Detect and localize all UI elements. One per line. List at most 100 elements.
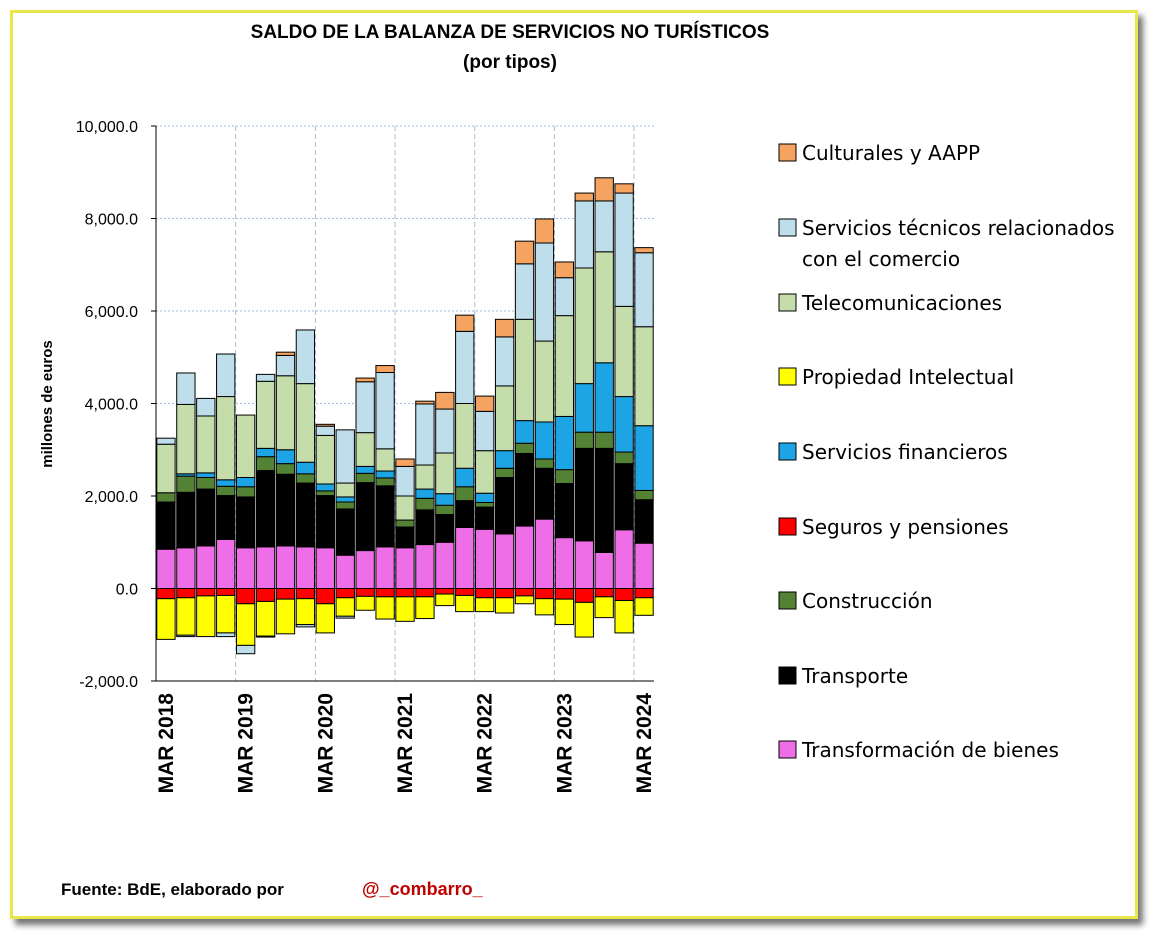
bar-segment xyxy=(335,496,355,503)
bar-segment xyxy=(216,396,236,481)
y-tick-label: 6,000.0 xyxy=(85,304,138,321)
bar-segment xyxy=(594,362,614,433)
bar-segment xyxy=(614,192,634,307)
bar-segment xyxy=(554,537,575,589)
bar-segment xyxy=(275,375,296,451)
legend-label: con el comercio xyxy=(802,247,960,271)
bar-segment xyxy=(534,340,555,423)
y-tick-label: 10,000.0 xyxy=(76,119,138,136)
bar-segment xyxy=(415,488,435,499)
bar-segment xyxy=(634,489,654,501)
bar-segment xyxy=(335,615,355,619)
y-tick-label: 2,000.0 xyxy=(85,489,138,506)
bar-segment xyxy=(176,372,196,405)
legend-swatch xyxy=(778,517,797,536)
bar-segment xyxy=(275,351,296,356)
bar-segment xyxy=(335,554,355,590)
bar-segment xyxy=(255,470,276,548)
bar-segment xyxy=(315,603,335,634)
bar-segment xyxy=(196,595,216,638)
bar-segment xyxy=(554,261,575,279)
bar-segment xyxy=(196,397,216,417)
bar-segment xyxy=(216,632,236,638)
bar-segment xyxy=(295,383,316,463)
x-tick-label: MAR 2018 xyxy=(155,693,178,794)
bar-segment xyxy=(295,598,316,626)
bar-segment xyxy=(574,267,594,385)
bar-segment xyxy=(574,540,594,589)
bar-segment xyxy=(315,423,335,427)
bar-segment xyxy=(614,463,634,531)
bar-segment xyxy=(634,326,654,427)
bar-segment xyxy=(514,420,535,444)
bar-segment xyxy=(415,544,435,589)
y-tick-label: 4,000.0 xyxy=(85,397,138,414)
bar-segment xyxy=(475,395,495,412)
bar-segment xyxy=(375,372,395,450)
bar-segment xyxy=(295,329,316,385)
bar-segment xyxy=(494,588,515,599)
bar-segment xyxy=(176,634,196,638)
bar-segment xyxy=(435,452,455,495)
bar-segment xyxy=(196,472,216,478)
bar-segment xyxy=(534,598,555,616)
bar-segment xyxy=(534,218,555,244)
bar-segment xyxy=(255,456,276,472)
bar-segment xyxy=(415,509,435,546)
bar-segment xyxy=(375,546,395,589)
bar-segment xyxy=(255,447,276,458)
legend-swatch xyxy=(778,367,797,386)
bar-segment xyxy=(255,546,276,589)
bar-segment xyxy=(455,330,475,405)
x-tick-label: MAR 2024 xyxy=(633,693,656,794)
bar-segment xyxy=(554,469,575,485)
bar-segment xyxy=(455,526,475,590)
bar-segment xyxy=(235,477,256,488)
bar-segment xyxy=(514,442,535,454)
legend-swatch xyxy=(778,740,797,759)
bar-segment xyxy=(574,431,594,449)
bar-segment xyxy=(355,432,375,467)
bar-segment xyxy=(315,425,335,436)
bar-segment xyxy=(255,380,276,449)
bar-segment xyxy=(534,421,555,460)
bar-segment xyxy=(275,473,296,547)
bar-segment xyxy=(235,603,256,646)
bar-segment xyxy=(216,495,236,540)
bar-segment xyxy=(275,449,296,465)
y-tick-label: -2,000.0 xyxy=(79,674,138,691)
bar-segment xyxy=(156,588,176,600)
bar-segment xyxy=(395,495,415,521)
bar-segment xyxy=(554,415,575,471)
bar-segment xyxy=(395,526,415,549)
bar-segment xyxy=(534,458,555,469)
bar-segment xyxy=(415,464,435,490)
bar-segment xyxy=(235,486,256,498)
x-tick-label: MAR 2019 xyxy=(235,693,258,793)
bar-segment xyxy=(196,477,216,490)
bar-segment xyxy=(614,305,634,398)
bar-segment xyxy=(355,465,375,474)
bar-segment xyxy=(554,315,575,417)
bar-segment xyxy=(355,482,375,552)
bar-segment xyxy=(594,551,614,589)
bar-segment xyxy=(614,600,634,634)
bar-segment xyxy=(355,550,375,590)
legend-label: Construcción xyxy=(802,589,933,613)
bar-segment xyxy=(255,635,276,638)
bar-segment xyxy=(514,240,535,265)
bar-segment xyxy=(634,425,654,491)
bar-segment xyxy=(355,472,375,484)
bar-segment xyxy=(295,482,316,548)
author-handle[interactable]: @_combarro_ xyxy=(362,879,484,899)
legend-swatch xyxy=(778,143,797,162)
bar-segment xyxy=(494,533,515,589)
bar-segment xyxy=(275,545,296,590)
legend-swatch xyxy=(778,442,797,461)
legend-label: Transporte xyxy=(801,664,908,688)
bar-segment xyxy=(574,383,594,433)
bar-segment xyxy=(435,541,455,589)
bar-segment xyxy=(475,597,495,613)
bar-segment xyxy=(375,448,395,472)
bar-segment xyxy=(216,594,236,634)
